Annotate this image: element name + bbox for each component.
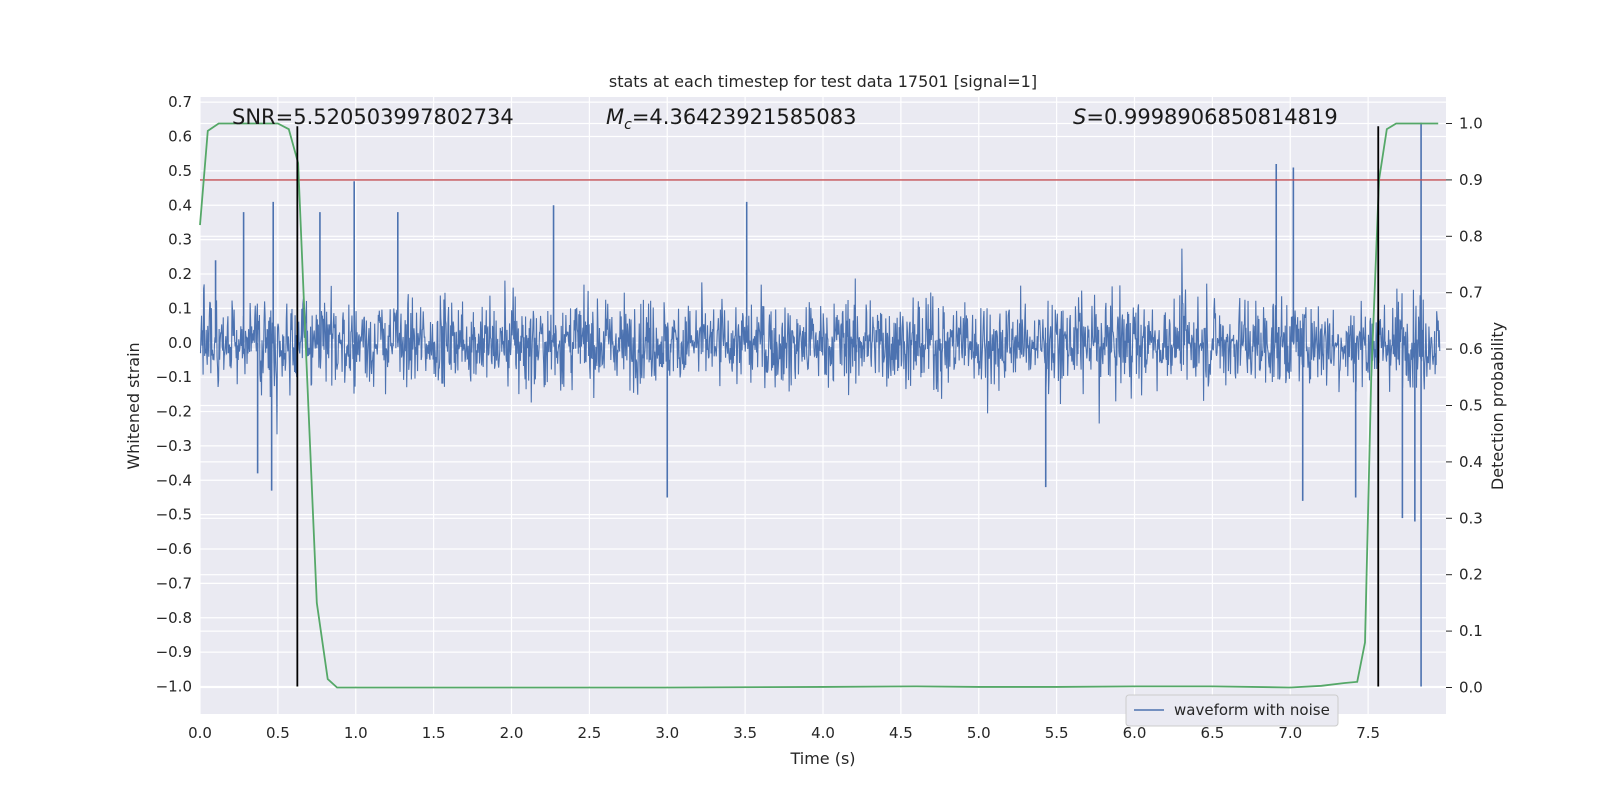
x-tick-label: 3.0 — [655, 724, 679, 742]
y-tick-label: −0.7 — [156, 574, 192, 592]
y-tick-label: −0.3 — [156, 437, 192, 455]
y-tick-label: 0.2 — [168, 265, 192, 283]
y-tick-label: −1.0 — [156, 678, 192, 696]
y2-tick-label: 0.3 — [1459, 509, 1483, 527]
y2-axis-ticks: 1.0 0.9 0.8 0.7 0.6 0.5 0.4 0.3 0.2 0.1 0.0 — [1446, 115, 1483, 696]
y-tick-label: 0.7 — [168, 93, 192, 111]
x-tick-label: 2.0 — [500, 724, 524, 742]
detection-probability-line — [199, 122, 1439, 689]
y-axis-label: Whitened strain — [124, 342, 143, 469]
y-tick-label: 0.6 — [168, 128, 192, 146]
legend: waveform with noise — [1125, 694, 1339, 727]
y2-axis-label: Detection probability — [1488, 322, 1507, 490]
x-tick-label: 3.5 — [733, 724, 757, 742]
x-tick-label: 5.0 — [967, 724, 991, 742]
y2-tick-label: 0.9 — [1459, 171, 1483, 189]
x-tick-label: 0.5 — [266, 724, 290, 742]
x-tick-label: 1.5 — [422, 724, 446, 742]
mc-annotation: Mc=4.36423921585083 — [606, 105, 857, 133]
x-tick-label: 6.0 — [1123, 724, 1147, 742]
s-symbol: S — [1073, 105, 1086, 129]
mc-value: =4.36423921585083 — [632, 105, 857, 129]
y2-tick-label: 0.8 — [1459, 227, 1483, 245]
y2-tick-label: 0.1 — [1459, 622, 1483, 640]
x-axis-label: Time (s) — [789, 749, 855, 768]
x-axis-ticks: 0.0 0.5 1.0 1.5 2.0 2.5 3.0 3.5 4.0 4.5 5.0 5.5 6.0 6… — [188, 724, 1380, 742]
y2-tick-label: 0.7 — [1459, 284, 1483, 302]
y-tick-label: −0.8 — [156, 609, 192, 627]
y-tick-label: 0.3 — [168, 231, 192, 249]
y2-tick-label: 1.0 — [1459, 115, 1483, 133]
y2-tick-label: 0.4 — [1459, 453, 1483, 471]
y2-tick-label: 0.5 — [1459, 397, 1483, 415]
y2-tick-label: 0.6 — [1459, 340, 1483, 358]
x-tick-label: 7.5 — [1356, 724, 1380, 742]
y-tick-label: −0.1 — [156, 368, 192, 386]
s-annotation: S=0.9998906850814819 — [1073, 105, 1338, 129]
y-tick-label: 0.1 — [168, 299, 192, 317]
legend-box — [1125, 694, 1339, 727]
y-tick-label: 0.0 — [168, 334, 192, 352]
legend-label: waveform with noise — [1174, 701, 1330, 719]
x-tick-label: 5.5 — [1045, 724, 1069, 742]
waveform-line — [199, 248, 1441, 435]
y-tick-label: 0.4 — [168, 196, 192, 214]
y-tick-label: −0.4 — [156, 471, 192, 489]
y-tick-label: −0.5 — [156, 506, 192, 524]
x-tick-label: 0.0 — [188, 724, 212, 742]
x-tick-label: 6.5 — [1200, 724, 1224, 742]
y-tick-label: −0.9 — [156, 643, 192, 661]
x-tick-label: 2.5 — [577, 724, 601, 742]
waveform-series — [199, 122, 1441, 687]
snr-annotation: SNR=5.520503997802734 — [232, 105, 514, 129]
x-tick-label: 4.0 — [811, 724, 835, 742]
y-tick-label: −0.2 — [156, 403, 192, 421]
y-tick-label: −0.6 — [156, 540, 192, 558]
x-tick-label: 1.0 — [344, 724, 368, 742]
chart-title: stats at each timestep for test data 175… — [609, 72, 1037, 91]
x-tick-label: 7.0 — [1278, 724, 1302, 742]
x-tick-label: 4.5 — [889, 724, 913, 742]
y-axis-ticks: 0.7 0.6 0.5 0.4 0.3 0.2 0.1 0.0 −0.1 −0.2 −0.3 −0.4… — [156, 93, 192, 695]
y-tick-label: 0.5 — [168, 162, 192, 180]
overlay-lines — [199, 122, 1446, 689]
s-value: =0.9998906850814819 — [1086, 105, 1337, 129]
y2-tick-label: 0.0 — [1459, 678, 1483, 696]
mc-subscript: c — [624, 117, 632, 133]
y2-tick-label: 0.2 — [1459, 566, 1483, 584]
mc-symbol: M — [606, 105, 624, 129]
